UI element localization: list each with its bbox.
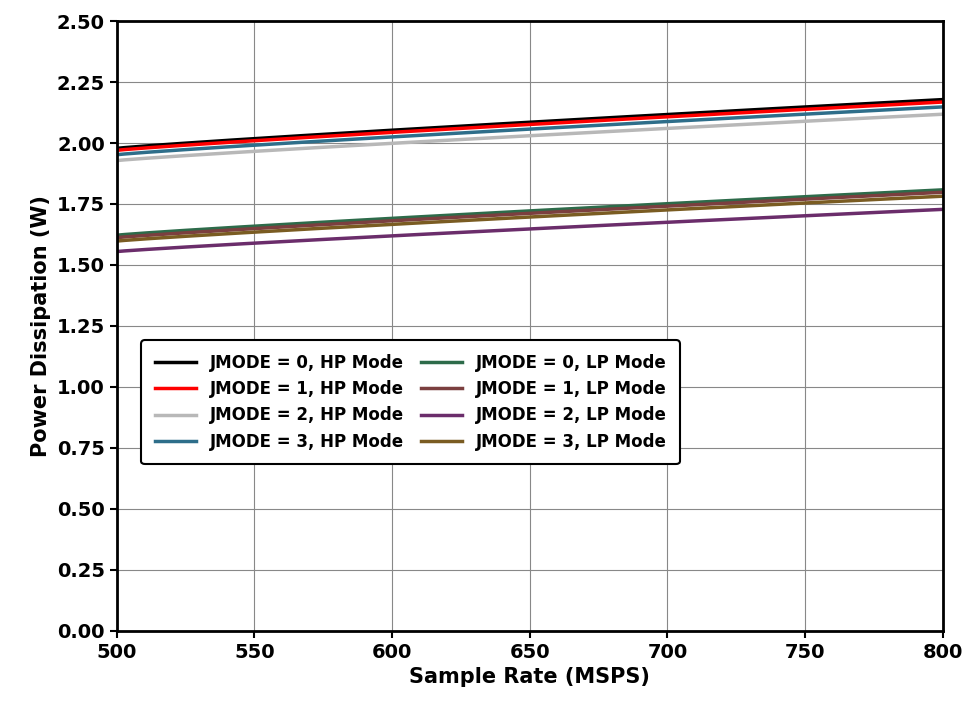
JMODE = 1, HP Mode: [111, 146, 122, 154]
JMODE = 3, LP Mode: [114, 237, 125, 245]
X-axis label: Sample Rate (MSPS): Sample Rate (MSPS): [409, 667, 650, 687]
JMODE = 2, LP Mode: [807, 211, 818, 219]
JMODE = 1, HP Mode: [937, 98, 949, 107]
JMODE = 0, LP Mode: [603, 203, 614, 211]
Line: JMODE = 1, LP Mode: JMODE = 1, LP Mode: [117, 192, 943, 238]
JMODE = 2, HP Mode: [600, 128, 611, 136]
JMODE = 1, LP Mode: [603, 205, 614, 213]
JMODE = 2, HP Mode: [859, 114, 871, 123]
JMODE = 2, LP Mode: [603, 221, 614, 229]
JMODE = 2, LP Mode: [937, 205, 949, 214]
Line: JMODE = 0, LP Mode: JMODE = 0, LP Mode: [117, 190, 943, 236]
JMODE = 0, HP Mode: [111, 144, 122, 153]
JMODE = 2, HP Mode: [616, 127, 628, 135]
JMODE = 0, HP Mode: [616, 113, 628, 121]
JMODE = 2, LP Mode: [111, 247, 122, 256]
Line: JMODE = 3, LP Mode: JMODE = 3, LP Mode: [117, 196, 943, 241]
Line: JMODE = 3, HP Mode: JMODE = 3, HP Mode: [117, 107, 943, 155]
JMODE = 0, LP Mode: [114, 231, 125, 239]
JMODE = 2, HP Mode: [603, 128, 614, 136]
JMODE = 0, LP Mode: [616, 202, 628, 210]
Line: JMODE = 2, LP Mode: JMODE = 2, LP Mode: [117, 210, 943, 252]
JMODE = 0, HP Mode: [600, 114, 611, 122]
JMODE = 3, LP Mode: [603, 209, 614, 217]
JMODE = 3, HP Mode: [859, 107, 871, 115]
JMODE = 1, HP Mode: [114, 146, 125, 154]
JMODE = 1, HP Mode: [859, 102, 871, 110]
JMODE = 2, HP Mode: [937, 110, 949, 118]
JMODE = 3, LP Mode: [111, 237, 122, 245]
JMODE = 3, LP Mode: [807, 198, 818, 207]
JMODE = 1, LP Mode: [616, 204, 628, 212]
JMODE = 3, HP Mode: [111, 151, 122, 159]
JMODE = 3, HP Mode: [603, 121, 614, 129]
JMODE = 0, HP Mode: [114, 144, 125, 152]
JMODE = 1, LP Mode: [111, 233, 122, 242]
JMODE = 0, LP Mode: [600, 203, 611, 211]
JMODE = 3, HP Mode: [114, 150, 125, 158]
JMODE = 3, HP Mode: [937, 102, 949, 111]
JMODE = 1, LP Mode: [807, 195, 818, 203]
JMODE = 0, HP Mode: [603, 114, 614, 122]
Legend: JMODE = 0, HP Mode, JMODE = 1, HP Mode, JMODE = 2, HP Mode, JMODE = 3, HP Mode, : JMODE = 0, HP Mode, JMODE = 1, HP Mode, …: [142, 340, 679, 464]
JMODE = 3, LP Mode: [600, 209, 611, 217]
JMODE = 1, HP Mode: [603, 116, 614, 124]
JMODE = 0, HP Mode: [937, 95, 949, 104]
JMODE = 2, HP Mode: [111, 156, 122, 165]
Y-axis label: Power Dissipation (W): Power Dissipation (W): [31, 195, 51, 457]
Line: JMODE = 0, HP Mode: JMODE = 0, HP Mode: [117, 100, 943, 149]
JMODE = 1, HP Mode: [807, 104, 818, 113]
JMODE = 2, LP Mode: [859, 209, 871, 217]
JMODE = 3, LP Mode: [937, 192, 949, 200]
Line: JMODE = 1, HP Mode: JMODE = 1, HP Mode: [117, 102, 943, 150]
JMODE = 0, LP Mode: [859, 189, 871, 198]
JMODE = 1, HP Mode: [616, 115, 628, 123]
Line: JMODE = 2, HP Mode: JMODE = 2, HP Mode: [117, 114, 943, 161]
JMODE = 3, HP Mode: [807, 109, 818, 118]
JMODE = 1, LP Mode: [859, 192, 871, 200]
JMODE = 2, LP Mode: [114, 247, 125, 256]
JMODE = 3, HP Mode: [600, 121, 611, 129]
JMODE = 1, LP Mode: [114, 233, 125, 242]
JMODE = 0, HP Mode: [807, 102, 818, 111]
JMODE = 2, LP Mode: [616, 220, 628, 229]
JMODE = 2, HP Mode: [807, 116, 818, 125]
JMODE = 2, LP Mode: [600, 221, 611, 229]
JMODE = 3, HP Mode: [616, 120, 628, 128]
JMODE = 1, HP Mode: [600, 116, 611, 124]
JMODE = 2, HP Mode: [114, 156, 125, 165]
JMODE = 0, LP Mode: [111, 231, 122, 240]
JMODE = 0, LP Mode: [807, 192, 818, 200]
JMODE = 1, LP Mode: [937, 188, 949, 196]
JMODE = 3, LP Mode: [616, 208, 628, 217]
JMODE = 0, HP Mode: [859, 100, 871, 108]
JMODE = 3, LP Mode: [859, 196, 871, 204]
JMODE = 1, LP Mode: [600, 205, 611, 214]
JMODE = 0, LP Mode: [937, 186, 949, 194]
